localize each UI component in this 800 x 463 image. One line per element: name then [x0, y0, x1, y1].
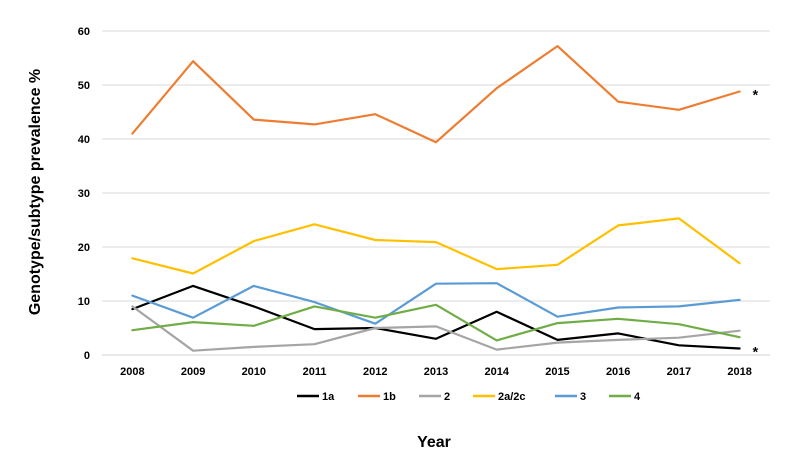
- legend-label: 2: [444, 391, 450, 403]
- x-tick-label: 2017: [667, 366, 691, 378]
- series-line-4: [131, 303, 741, 342]
- series-line-2a-2c: [131, 217, 741, 275]
- y-tick-label: 60: [78, 26, 90, 38]
- legend: 1a 1b 2 2a/2c 3 4: [297, 391, 641, 403]
- x-tick-label: 2011: [303, 366, 327, 378]
- series-lines: [131, 44, 741, 352]
- y-tick-label: 0: [84, 350, 90, 362]
- x-tick-label: 2012: [363, 366, 387, 378]
- y-tick-label: 10: [78, 296, 90, 308]
- annotation-asterisk: *: [753, 86, 759, 102]
- legend-label: 1b: [383, 391, 396, 403]
- series-line-3: [131, 282, 741, 325]
- legend-label: 3: [580, 391, 586, 403]
- legend-label: 1a: [322, 391, 335, 403]
- x-tick-label: 2010: [242, 366, 266, 378]
- x-tick-label: 2016: [606, 366, 630, 378]
- annotations: **: [753, 86, 759, 359]
- annotation-asterisk: *: [753, 344, 759, 360]
- y-tick-label: 20: [78, 242, 90, 254]
- y-tick-label: 50: [78, 80, 90, 92]
- y-axis-title: Genotype/subtype prevalence %: [27, 69, 44, 315]
- series-line-2: [131, 305, 741, 352]
- y-tick-label: 40: [78, 134, 90, 146]
- x-tick-label: 2009: [181, 366, 205, 378]
- x-axis-title: Year: [417, 434, 451, 451]
- x-tick-labels: 2008 2009 2010 2011 2012 2013 2014 2015 2016 2017…: [120, 366, 752, 378]
- legend-label: 2a/2c: [498, 391, 526, 403]
- x-tick-label: 2015: [545, 366, 569, 378]
- gridlines: [102, 30, 770, 302]
- y-tick-label: 30: [78, 188, 90, 200]
- series-line-1b: [131, 44, 741, 144]
- series-line-1a: [131, 284, 741, 350]
- legend-label: 4: [634, 391, 641, 403]
- y-tick-labels: 0 10 20 30 40 50 60: [78, 26, 90, 362]
- x-tick-label: 2013: [424, 366, 448, 378]
- x-tick-label: 2018: [727, 366, 751, 378]
- x-tick-label: 2014: [484, 366, 509, 378]
- x-tick-label: 2008: [120, 366, 144, 378]
